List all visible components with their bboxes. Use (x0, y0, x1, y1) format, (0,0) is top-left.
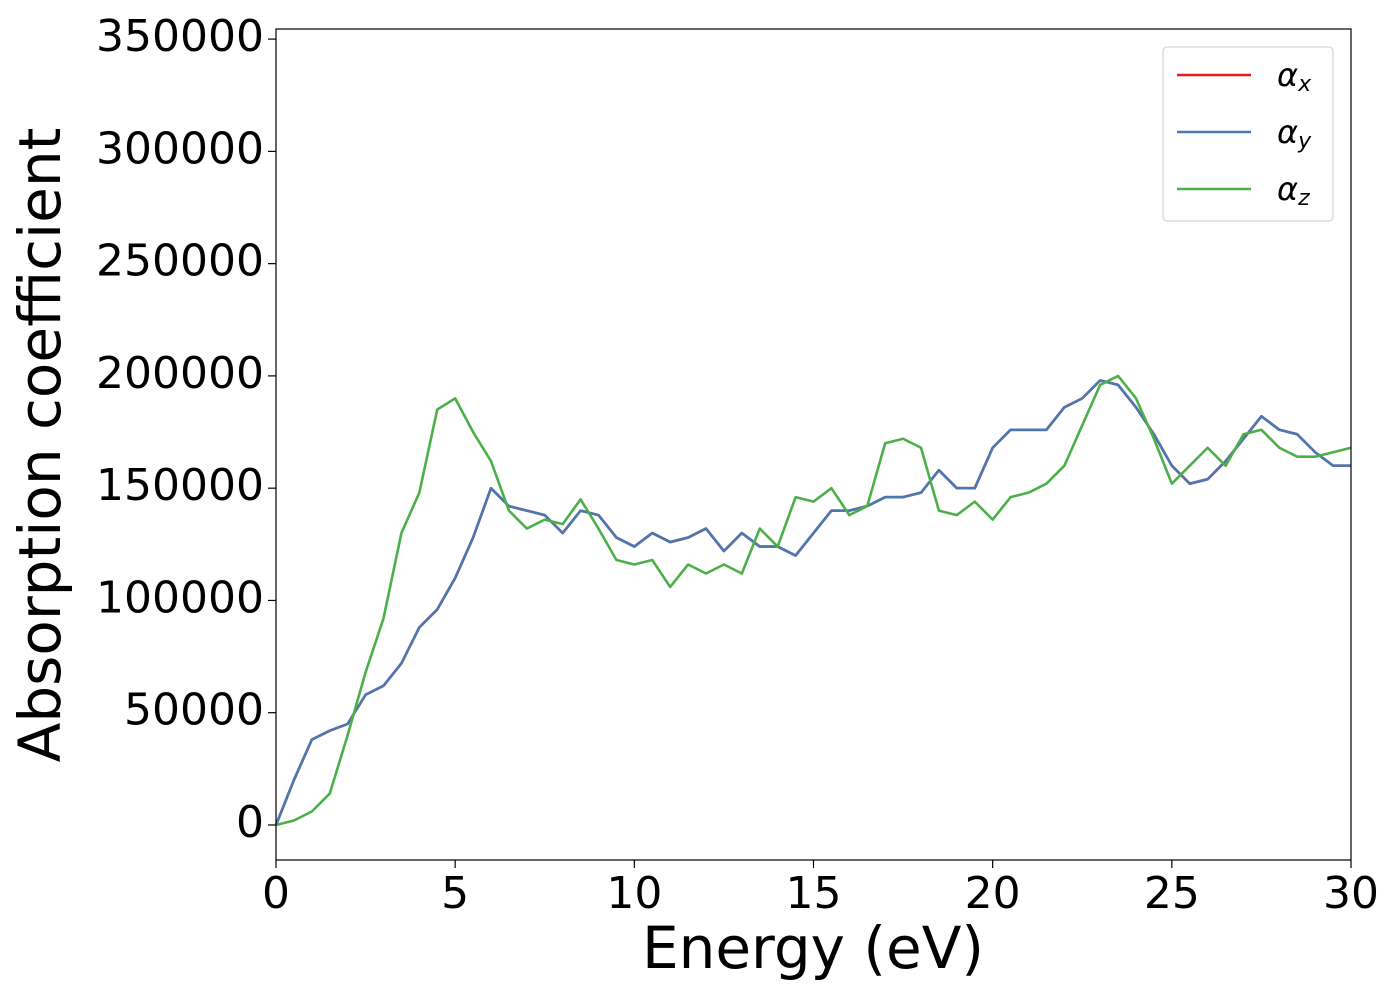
y-tick-label: 50000 (124, 685, 264, 736)
x-axis-label: Energy (eV) (642, 914, 984, 982)
y-tick-label: 0 (236, 797, 264, 848)
y-tick-label: 300000 (96, 123, 264, 174)
x-tick-label: 20 (965, 868, 1021, 919)
legend-label: αx (1277, 56, 1312, 97)
line-series (275, 374, 1352, 827)
x-tick-label: 10 (606, 868, 662, 919)
y-tick-label: 250000 (96, 236, 264, 287)
y-tick-label: 200000 (96, 348, 264, 399)
line-series (274, 379, 1351, 826)
line-series (274, 379, 1351, 826)
x-tick-label: 0 (262, 868, 290, 919)
x-tick-label: 30 (1323, 868, 1379, 919)
plot-frame (275, 28, 1352, 861)
x-tick-label: 25 (1144, 868, 1200, 919)
y-tick-label: 150000 (96, 460, 264, 511)
legend-label: αy (1277, 113, 1312, 154)
x-tick-label: 5 (441, 868, 469, 919)
legend-label: αz (1277, 170, 1310, 211)
y-tick-label: 100000 (96, 572, 264, 623)
y-axis-label: Absorption coefficient (6, 128, 74, 763)
legend-box (1162, 46, 1334, 222)
x-tick-label: 15 (786, 868, 842, 919)
y-tick-label: 350000 (96, 11, 264, 62)
